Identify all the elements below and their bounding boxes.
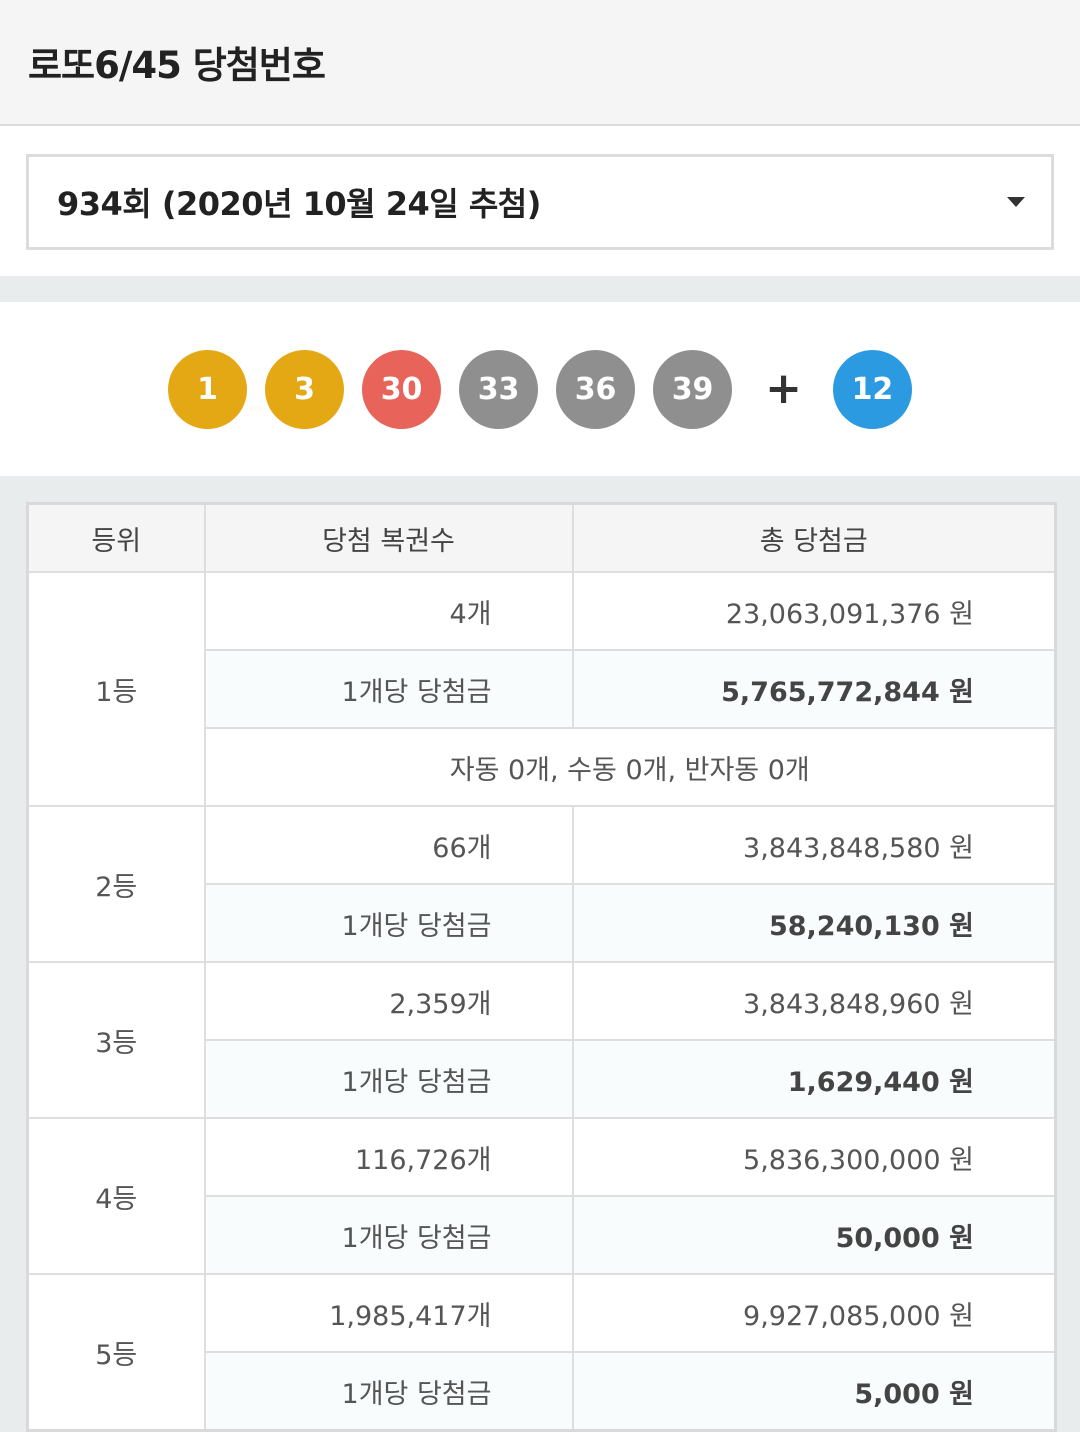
number-ball-2: 3 <box>265 349 345 429</box>
draw-select-dropdown[interactable]: 934회 (2020년 10월 24일 추첨) <box>26 154 1054 250</box>
table-row: 1개당 당첨금 50,000 원 <box>28 1195 1057 1275</box>
count-cell: 66개 <box>203 805 574 885</box>
number-ball-4: 33 <box>459 349 539 429</box>
count-cell: 116,726개 <box>203 1117 574 1197</box>
purchase-type-note: 자동 0개, 수동 0개, 반자동 0개 <box>203 727 1057 807</box>
table-row: 4등 116,726개 5,836,300,000 원 <box>26 1117 1057 1275</box>
per-ticket-label: 1개당 당첨금 <box>203 1351 574 1432</box>
header-rank: 등위 <box>26 502 206 573</box>
winning-numbers: 1 3 30 33 36 39 + 12 <box>0 302 1080 476</box>
per-ticket-label: 1개당 당첨금 <box>203 1195 574 1275</box>
total-prize-cell: 23,063,091,376 원 <box>571 571 1057 651</box>
number-ball-3: 30 <box>362 349 442 429</box>
page-title: 로또6/45 당첨번호 <box>28 44 326 87</box>
count-cell: 4개 <box>203 571 574 651</box>
per-ticket-label: 1개당 당첨금 <box>203 883 574 963</box>
table-row: 1개당 당첨금 5,765,772,844 원 <box>28 649 1057 729</box>
draw-select-section: 934회 (2020년 10월 24일 추첨) <box>0 126 1080 276</box>
table-row: 1개당 당첨금 58,240,130 원 <box>28 883 1057 963</box>
table-header-row: 등위 당첨 복권수 총 당첨금 <box>26 502 1057 573</box>
per-ticket-prize: 58,240,130 원 <box>571 883 1057 963</box>
page-header: 로또6/45 당첨번호 <box>0 0 1080 126</box>
header-total: 총 당첨금 <box>571 502 1057 573</box>
rank-cell: 3등 <box>26 961 206 1119</box>
table-row: 2등 66개 3,843,848,580 원 <box>26 805 1057 963</box>
table-row: 1개당 당첨금 5,000 원 <box>28 1351 1057 1432</box>
per-ticket-prize: 5,765,772,844 원 <box>571 649 1057 729</box>
table-row: 3등 2,359개 3,843,848,960 원 <box>26 961 1057 1119</box>
number-ball-5: 36 <box>556 349 636 429</box>
rank-cell: 1등 <box>26 571 206 807</box>
count-cell: 1,985,417개 <box>203 1273 574 1353</box>
total-prize-cell: 3,843,848,960 원 <box>571 961 1057 1041</box>
per-ticket-prize: 50,000 원 <box>571 1195 1057 1275</box>
rank-cell: 4등 <box>26 1117 206 1275</box>
bonus-ball: 12 <box>832 349 912 429</box>
count-cell: 2,359개 <box>203 961 574 1041</box>
per-ticket-label: 1개당 당첨금 <box>203 649 574 729</box>
plus-icon: + <box>765 363 802 414</box>
prize-table: 등위 당첨 복권수 총 당첨금 1등 4개 23,063,091,376 원 1… <box>26 502 1057 1432</box>
number-ball-1: 1 <box>168 349 248 429</box>
rank-cell: 5등 <box>26 1273 206 1432</box>
per-ticket-prize: 1,629,440 원 <box>571 1039 1057 1119</box>
number-ball-6: 39 <box>653 349 733 429</box>
table-row: 1개당 당첨금 1,629,440 원 <box>28 1039 1057 1119</box>
header-count: 당첨 복권수 <box>203 502 574 573</box>
draw-select-value: 934회 (2020년 10월 24일 추첨) <box>57 185 541 223</box>
chevron-down-icon <box>1007 197 1025 207</box>
total-prize-cell: 9,927,085,000 원 <box>571 1273 1057 1353</box>
table-row: 5등 1,985,417개 9,927,085,000 원 <box>26 1273 1057 1432</box>
total-prize-cell: 5,836,300,000 원 <box>571 1117 1057 1197</box>
per-ticket-label: 1개당 당첨금 <box>203 1039 574 1119</box>
rank-cell: 2등 <box>26 805 206 963</box>
per-ticket-prize: 5,000 원 <box>571 1351 1057 1432</box>
table-row: 자동 0개, 수동 0개, 반자동 0개 <box>28 727 1057 807</box>
total-prize-cell: 3,843,848,580 원 <box>571 805 1057 885</box>
table-row: 1등 4개 23,063,091,376 원 <box>26 571 1057 807</box>
